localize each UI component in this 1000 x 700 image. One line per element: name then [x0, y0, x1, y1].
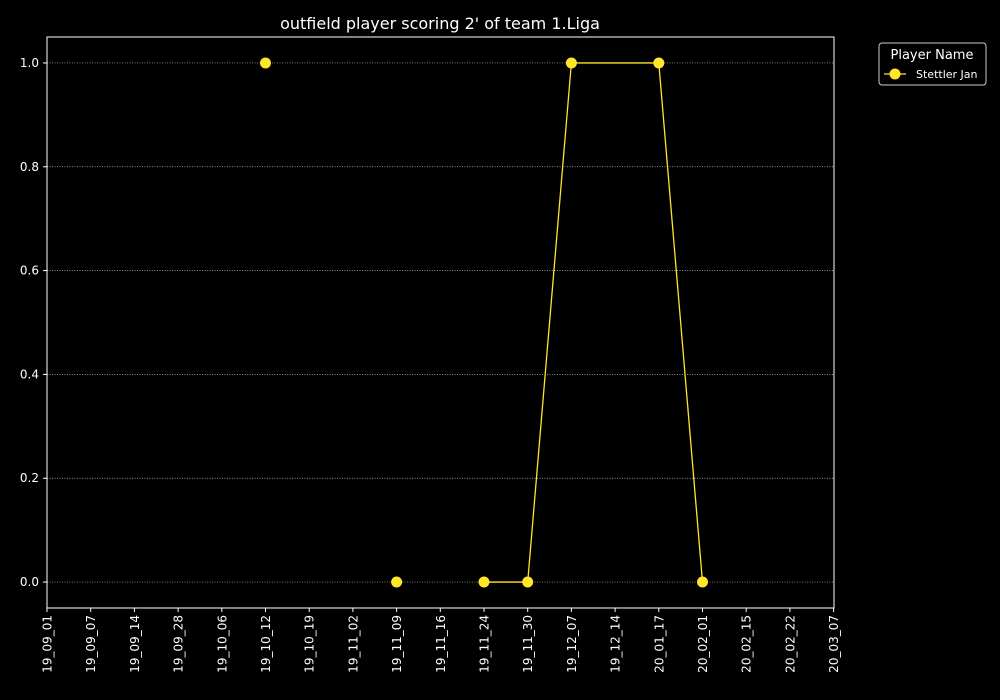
gridlines — [47, 62, 834, 583]
x-tick-label: 19_11_24 — [478, 615, 492, 673]
x-tick-label: 19_09_28 — [172, 615, 186, 673]
x-tick-label: 19_11_16 — [434, 615, 448, 673]
data-point — [260, 57, 271, 69]
y-tick-label: 0.2 — [20, 471, 39, 485]
series-points — [260, 57, 708, 588]
x-tick-label: 20_02_01 — [696, 615, 710, 673]
x-tick-label: 19_11_30 — [521, 615, 535, 673]
data-point — [522, 576, 534, 588]
data-point — [391, 576, 403, 588]
y-tick-label: 0.6 — [20, 264, 39, 278]
chart-title: outfield player scoring 2' of team 1.Lig… — [280, 14, 600, 33]
y-tick-label: 0.0 — [20, 575, 39, 589]
x-tick-label: 20_01_17 — [652, 615, 666, 673]
x-tick-label: 19_12_07 — [565, 615, 579, 673]
x-axis: 19_09_01 19_09_07 19_09_14 19_09_28 19_10_06… — [41, 608, 841, 673]
x-tick-label: 19_10_06 — [215, 615, 229, 673]
y-tick-label: 1.0 — [20, 56, 39, 70]
x-tick-label: 19_10_19 — [303, 615, 317, 673]
x-tick-label: 19_11_02 — [346, 615, 360, 673]
x-tick-label: 20_02_22 — [783, 615, 797, 673]
series-lines — [484, 62, 704, 583]
legend-point-marker — [889, 68, 901, 80]
x-tick-label: 20_03_07 — [827, 615, 841, 673]
x-tick-label: 19_09_07 — [84, 615, 98, 673]
x-tick-label: 19_11_09 — [390, 615, 404, 673]
plot-frame — [46, 36, 835, 609]
series-line-segment — [527, 62, 573, 583]
x-tick-label: 20_02_15 — [740, 615, 754, 673]
data-point — [653, 57, 665, 69]
y-tick-label: 0.4 — [20, 367, 39, 381]
x-tick-label: 19_09_01 — [41, 615, 55, 673]
y-tick-label: 0.8 — [20, 160, 39, 174]
data-point — [565, 57, 577, 69]
x-tick-label: 19_12_14 — [609, 615, 623, 673]
x-tick-label: 19_10_12 — [259, 615, 273, 673]
legend: Player Name Stettler Jan — [878, 42, 987, 86]
y-axis: 0.0 0.2 0.4 0.6 0.8 1.0 — [20, 56, 47, 589]
series-line-segment — [658, 62, 704, 583]
data-point — [697, 576, 708, 588]
x-tick-label: 19_09_14 — [128, 615, 142, 673]
legend-series-name: Stettler Jan — [916, 68, 978, 81]
legend-title: Player Name — [891, 48, 974, 63]
data-point — [478, 576, 490, 588]
